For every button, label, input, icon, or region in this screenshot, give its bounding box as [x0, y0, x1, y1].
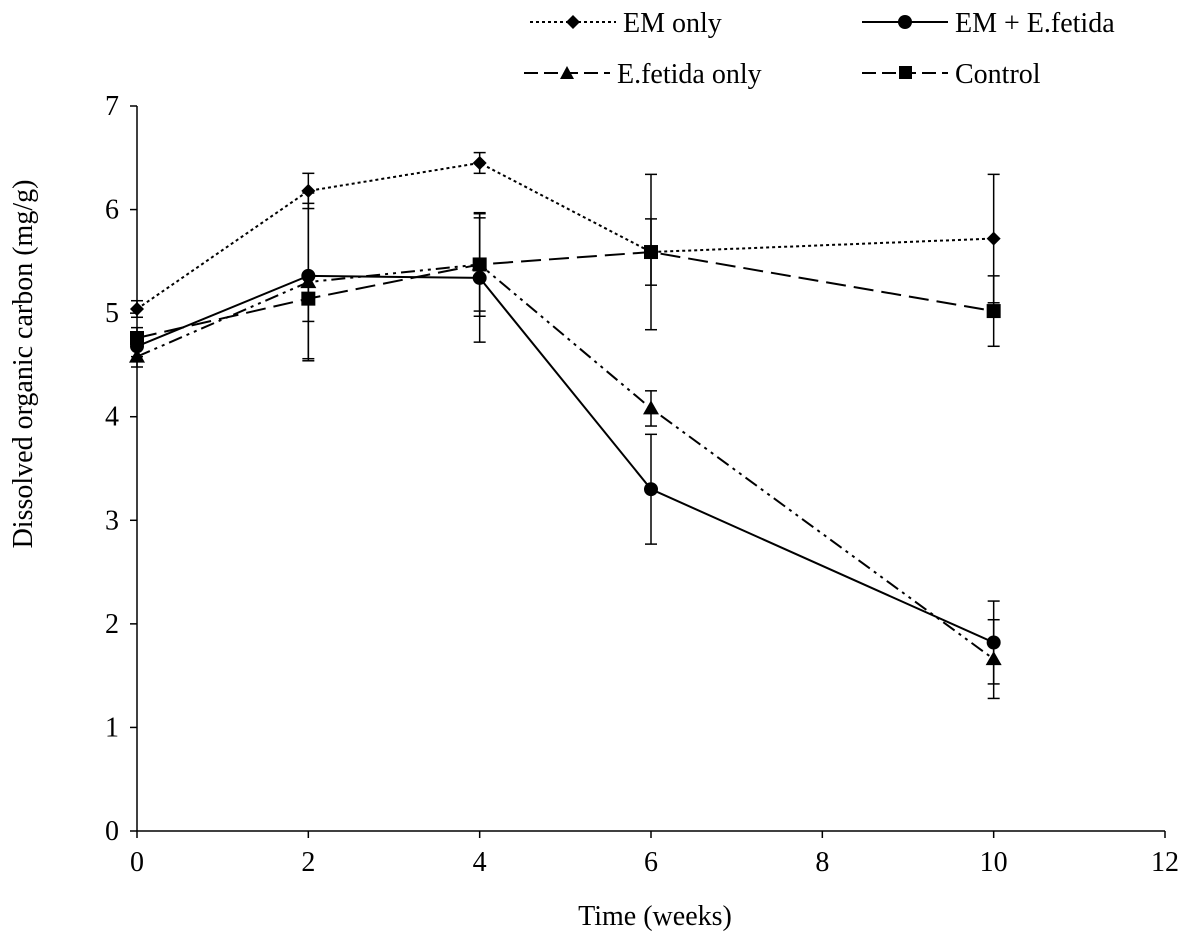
data-point [130, 331, 144, 345]
y-axis-label: Dissolved organic carbon (mg/g) [8, 180, 39, 549]
data-point [986, 304, 1001, 319]
data-point [472, 155, 487, 170]
data-point [301, 291, 316, 306]
x-tick-label: 4 [473, 847, 487, 878]
series-line [136, 274, 995, 644]
y-tick-label: 0 [105, 816, 119, 847]
x-tick-label: 0 [130, 847, 144, 878]
y-tick-label: 5 [105, 298, 119, 329]
x-tick-label: 2 [301, 847, 315, 878]
data-point [301, 183, 316, 198]
y-tick-label: 7 [105, 91, 119, 122]
data-point [644, 245, 658, 260]
x-tick-label: 6 [644, 847, 658, 878]
series-4 [130, 211, 1001, 350]
data-point [986, 231, 1001, 246]
y-tick-label: 6 [105, 195, 119, 226]
data-point [472, 257, 487, 272]
legend-label-em-only: EM only [623, 8, 722, 39]
data-point [130, 302, 144, 316]
x-tick-label: 8 [815, 847, 829, 878]
y-tick-label: 1 [105, 712, 119, 743]
data-point [985, 651, 1002, 666]
plot-area [129, 151, 1002, 700]
legend-label-em-efetida: EM + E.fetida [955, 8, 1115, 39]
data-point [643, 400, 659, 415]
legend-label-efetida-only: E.fetida only [617, 59, 762, 90]
legend-item-control: Control [862, 59, 1041, 90]
legend: EM only EM + E.fetida E.fetida only Cont… [524, 8, 1115, 90]
x-tick-label: 10 [980, 847, 1008, 878]
y-tick-label: 4 [105, 402, 119, 433]
series-line [136, 251, 994, 339]
legend-label-control: Control [955, 59, 1041, 90]
legend-item-em-efetida: EM + E.fetida [862, 8, 1115, 39]
legend-item-efetida-only: E.fetida only [524, 59, 762, 90]
y-tick-label: 3 [105, 505, 119, 536]
series-2 [130, 192, 1001, 685]
x-tick-label: 12 [1151, 847, 1179, 878]
data-point [129, 348, 145, 363]
y-tick-label: 2 [105, 609, 119, 640]
series-line [136, 263, 995, 660]
series-line [136, 161, 994, 310]
legend-item-em-only: EM only [530, 8, 722, 39]
x-axis-label: Time (weeks) [578, 901, 732, 932]
series-3 [129, 202, 1002, 700]
data-point [644, 482, 658, 497]
